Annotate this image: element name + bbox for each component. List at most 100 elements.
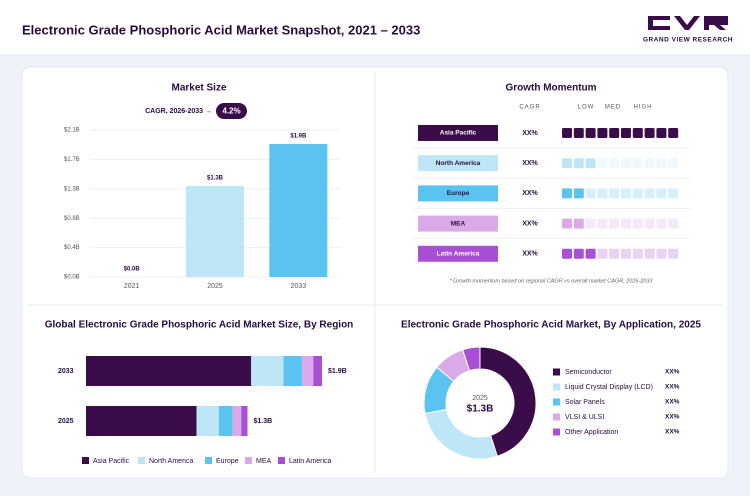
momentum-square [585, 218, 596, 229]
bar-segment [302, 356, 314, 386]
panel-title: Market Size [171, 83, 226, 94]
x-tick-label: 2021 [124, 283, 140, 290]
donut-center-value: $1.3B [467, 404, 494, 415]
momentum-square [644, 218, 655, 229]
legend-label: Solar Panels [565, 399, 605, 406]
cagr-value: XX% [522, 220, 538, 227]
momentum-square [632, 218, 643, 229]
momentum-square [621, 248, 631, 259]
momentum-square [644, 248, 655, 259]
legend-swatch [553, 368, 560, 376]
y-tick-label: $1.3B [64, 186, 80, 192]
cagr-value: XX% [522, 190, 538, 197]
legend-label: Other Application [565, 429, 618, 436]
region-pill [418, 185, 498, 202]
donut-slice [479, 346, 537, 457]
data-label: $0.0B [124, 267, 141, 273]
column-header: HIGH [634, 105, 653, 111]
momentum-square [585, 128, 596, 138]
column-header: LOW [578, 105, 595, 111]
legend-label: Semiconductor [565, 369, 612, 376]
momentum-square [609, 218, 620, 229]
logo-text: GRAND VIEW RESEARCH [643, 37, 733, 44]
momentum-square [621, 128, 631, 138]
legend-label: Europe [216, 458, 239, 465]
footnote: * Growth momentum based on regional CAGR… [450, 278, 654, 284]
momentum-square [597, 248, 608, 259]
region-label: Latin America [437, 251, 480, 258]
momentum-square [562, 128, 572, 138]
logo-shape [648, 16, 670, 30]
legend-swatch [82, 457, 89, 464]
momentum-square [621, 158, 631, 169]
legend-swatch [205, 457, 212, 464]
bar-segment [218, 406, 233, 436]
bar [186, 186, 244, 277]
momentum-square [656, 128, 667, 138]
momentum-square [668, 248, 679, 259]
momentum-square [632, 158, 643, 169]
y-tick-label: $2.1B [64, 128, 80, 134]
bar-segment [251, 356, 284, 386]
momentum-square [585, 248, 596, 259]
data-label: $1.9B [290, 134, 307, 140]
legend-swatch [245, 457, 252, 464]
momentum-square [621, 188, 631, 199]
legend-swatch [278, 457, 285, 464]
momentum-square [597, 188, 608, 199]
momentum-square [609, 128, 620, 138]
momentum-square [573, 188, 584, 199]
donut-center-label: 2025 [472, 395, 488, 402]
momentum-square [597, 158, 608, 169]
momentum-square [644, 158, 655, 169]
momentum-square [562, 218, 572, 229]
legend-swatch [138, 457, 145, 464]
bar-segment [86, 406, 197, 436]
momentum-square [597, 128, 608, 138]
region-pill [418, 125, 498, 141]
momentum-square [668, 158, 679, 169]
donut-slice [462, 346, 481, 372]
legend-swatch [553, 383, 560, 391]
column-header: CAGR [519, 105, 540, 111]
momentum-square [562, 158, 572, 169]
region-label: Asia Pacific [440, 130, 477, 137]
panel-title: Global Electronic Grade Phosphoric Acid … [45, 320, 354, 331]
legend-label: Latin America [289, 458, 332, 465]
momentum-square [632, 248, 643, 259]
legend-swatch [553, 428, 560, 436]
momentum-square [562, 188, 572, 199]
cagr-value: XX% [522, 251, 538, 258]
data-label: $1.3B [207, 176, 224, 182]
momentum-square [597, 218, 608, 229]
momentum-square [585, 188, 596, 199]
region-label: MEA [451, 220, 466, 227]
logo-shape [674, 16, 700, 30]
momentum-square [573, 158, 584, 169]
legend-label: North America [149, 458, 193, 465]
legend-label: Asia Pacific [93, 458, 130, 465]
momentum-square [562, 248, 572, 259]
panel-title: Electronic Grade Phosphoric Acid Market,… [401, 320, 701, 331]
momentum-square [668, 218, 679, 229]
legend-label: Liquid Crystal Display (LCD) [565, 384, 653, 391]
momentum-square [609, 248, 620, 259]
momentum-square [656, 248, 667, 259]
momentum-square [644, 188, 655, 199]
cagr-pill [216, 103, 247, 119]
momentum-square [632, 188, 643, 199]
momentum-square [656, 158, 667, 169]
legend-value: XX% [665, 399, 680, 406]
momentum-square [609, 158, 620, 169]
legend-value: XX% [665, 369, 680, 376]
momentum-square [668, 188, 679, 199]
legend-value: XX% [665, 414, 680, 421]
legend-value: XX% [665, 384, 680, 391]
region-pill [418, 155, 498, 172]
panel-title: Growth Momentum [505, 83, 596, 94]
momentum-square [656, 218, 667, 229]
cagr-value: 4.2% [222, 107, 240, 116]
total-label: $1.3B [253, 418, 272, 425]
legend-label: VLSI & ULSI [565, 414, 604, 421]
